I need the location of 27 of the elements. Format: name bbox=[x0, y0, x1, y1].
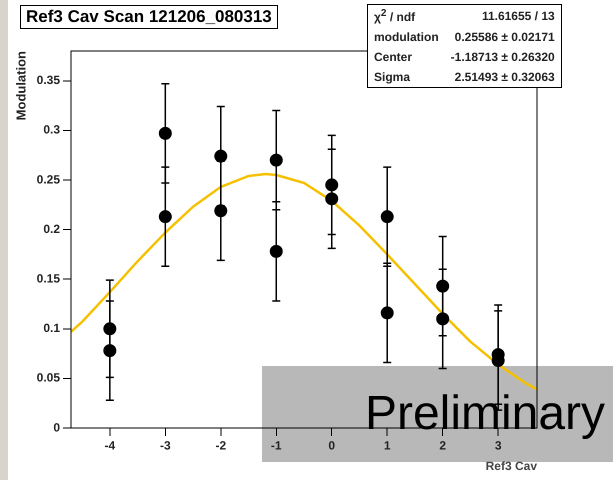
y-tick-label: 0.25 bbox=[36, 172, 60, 186]
y-tick-label: 0.15 bbox=[36, 271, 60, 286]
text: 11.61655 / 13 bbox=[480, 8, 556, 25]
text: χ$^{2}$ / ndf bbox=[373, 7, 416, 26]
annotation: Center bbox=[373, 49, 414, 66]
x-tick-label: 2 bbox=[439, 438, 446, 453]
y-tick-label: 0.3 bbox=[43, 122, 60, 137]
text: 0.25586 ± 0.02171 bbox=[454, 29, 556, 46]
y-tick-label: 0.1 bbox=[43, 321, 60, 336]
x-tick-label: -4 bbox=[104, 438, 116, 453]
y-tick-label: 0 bbox=[53, 420, 60, 434]
y-tick-label: 0.05 bbox=[36, 370, 60, 385]
x-axis-title: Ref3 Cav bbox=[486, 459, 538, 474]
annotation: 2.51493 ± 0.32063 bbox=[454, 69, 556, 86]
y-tick-label: 0.2 bbox=[43, 222, 60, 236]
x-tick-label: -1 bbox=[270, 438, 282, 453]
x-tick-label: 1 bbox=[384, 438, 391, 453]
y-tick-label: 0.35 bbox=[36, 73, 60, 88]
text: modulation bbox=[373, 29, 440, 46]
y-axis-title: Modulation bbox=[13, 50, 28, 120]
annotation: Sigma bbox=[373, 69, 412, 86]
x-tick-label: -3 bbox=[160, 438, 171, 453]
x-tick-label: -2 bbox=[215, 438, 226, 453]
x-tick-label: 0 bbox=[328, 438, 336, 453]
annotation: -1.18713 ± 0.26320 bbox=[450, 49, 556, 66]
x-tick-label: 3 bbox=[494, 438, 502, 453]
chart-title: Ref3 Cav Scan 121206_080313 bbox=[20, 5, 278, 29]
